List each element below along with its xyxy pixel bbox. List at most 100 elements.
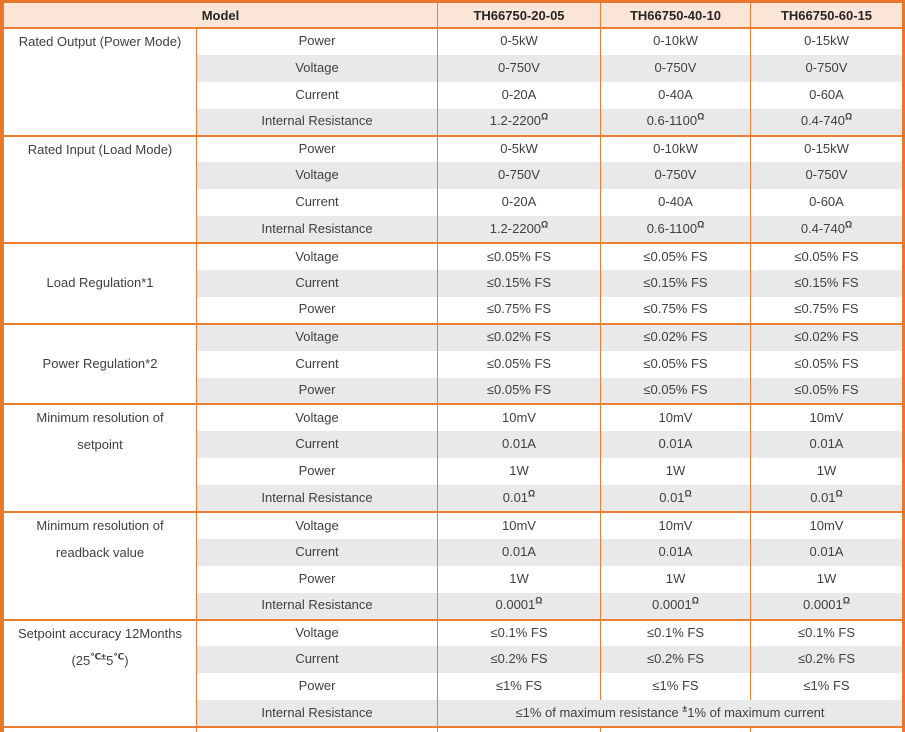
table-row: Power Regulation*2 Voltage ≤0.02% FS ≤0.02%… — [3, 322, 902, 405]
value-cell: 10mV — [750, 403, 902, 432]
category-line: Rated Input (Load Mode) — [27, 141, 173, 157]
value-cell: 0-15kW — [750, 27, 902, 55]
value-cell: 0.0001Ω — [750, 592, 902, 620]
category-line: Load Regulation*1 — [46, 275, 154, 290]
value-cell: ≤0.15% FS — [750, 270, 902, 297]
value-cell: ≤0.02% FS — [750, 322, 902, 351]
table-row: Current 0-20A 0-40A 0-60A — [4, 189, 902, 217]
value-cell: 0-750V — [437, 54, 601, 82]
value-cell: ≤1% FS — [437, 673, 601, 701]
value-cell: 10mV — [750, 511, 902, 539]
value-cell: 0.4-740Ω — [750, 108, 902, 136]
superscript-unit: Ω — [835, 488, 843, 499]
value-cell: 10mV — [600, 511, 751, 539]
value-cell: 10mV — [437, 511, 601, 539]
value-cell: 0-20A — [437, 189, 601, 217]
category-cell: Minimum resolution of readback value — [3, 511, 197, 620]
parameter-cell: Current — [196, 538, 438, 566]
category-line: Rated Output (Power Mode) — [18, 34, 182, 49]
table-row: Voltage 0-750V 0-750V 0-750V — [4, 162, 902, 190]
model-header-cell: Model — [3, 3, 438, 29]
category-line: Minimum resolution of — [36, 410, 164, 426]
table-row: Power 1W 1W 1W — [4, 565, 902, 593]
category-cell: Minimum resolution of setpoint — [3, 403, 197, 513]
parameter-cell: Power — [196, 377, 438, 405]
value-cell: 0.4-740Ω — [750, 216, 902, 244]
value-cell: 0.6-1100Ω — [600, 108, 751, 136]
value-cell: ≤0.1% FS — [600, 618, 751, 647]
superscript-unit: Ω — [697, 219, 705, 230]
value-cell: 0-750V — [600, 162, 751, 190]
value-cell: 0-750V — [437, 162, 601, 190]
table-row: Current ≤0.05% FS ≤0.05% FS ≤0.05% FS — [4, 350, 902, 378]
parameter-cell: Power — [196, 134, 438, 163]
category-line: readback value — [55, 544, 145, 560]
value-cell: 0-40A — [600, 189, 751, 217]
superscript-unit: ℃ — [113, 651, 125, 662]
table-row: Voltage 0-750V 0-750V 0-750V — [4, 54, 902, 82]
category-cell: Rated Input (Load Mode) — [3, 134, 197, 244]
value-cell: 0-15kW — [750, 134, 902, 163]
value-cell: 0.01A — [437, 538, 601, 566]
partial-cell — [437, 726, 601, 732]
parameter-cell: Voltage — [196, 403, 438, 432]
table-row: Internal Resistance 1.2-2200Ω 0.6-1100Ω 0.4… — [4, 216, 902, 244]
value-cell: ≤0.75% FS — [437, 296, 601, 324]
value-cell: 10mV — [600, 403, 751, 432]
parameter-cell: Voltage — [196, 242, 438, 271]
value-cell: 0-750V — [750, 54, 902, 82]
table-body: Rated Output (Power Mode) Power 0-5kW 0-10k… — [3, 27, 902, 732]
table-row: Internal Resistance 1.2-2200Ω 0.6-1100Ω 0.4… — [4, 108, 902, 136]
table-row: Minimum resolution of readback value Volta… — [3, 511, 902, 620]
superscript-unit: Ω — [541, 111, 549, 122]
value-cell: 0-750V — [750, 162, 902, 190]
value-cell: ≤1% FS — [750, 673, 902, 701]
parameter-cell: Internal Resistance — [196, 216, 438, 244]
superscript-unit: Ω — [541, 219, 549, 230]
value-cell: 0-5kW — [437, 134, 601, 163]
table-row: Power ≤0.05% FS ≤0.05% FS ≤0.05% FS — [4, 377, 902, 405]
value-cell: 0.01Ω — [600, 485, 751, 513]
value-cell: 0-60A — [750, 189, 902, 217]
category-cell: Setpoint accuracy 12Months (25℃±5℃) — [3, 618, 197, 728]
parameter-cell: Power — [196, 27, 438, 55]
table-row: Load Regulation*1 Voltage ≤0.05% FS ≤0.05% … — [3, 242, 902, 324]
parameter-cell: Power — [196, 673, 438, 701]
superscript-unit: Ω — [684, 488, 692, 499]
table-row: Rated Input (Load Mode) Power 0-5kW 0-10kW 0… — [3, 134, 902, 244]
category-line: setpoint — [77, 437, 123, 453]
parameter-cell: Internal Resistance — [196, 485, 438, 513]
parameter-cell: Current — [196, 431, 438, 459]
table-row: Internal Resistance 0.0001Ω 0.0001Ω 0.0001Ω — [4, 592, 902, 620]
category-cell: Rated Output (Power Mode) — [3, 27, 197, 136]
value-cell: 0-5kW — [437, 27, 601, 55]
spec-table: Model TH66750-20-05 TH66750-40-10 TH6675… — [3, 3, 902, 732]
parameter-cell: Current — [196, 270, 438, 297]
partial-cell — [196, 726, 438, 732]
category-line: Minimum resolution of — [36, 518, 164, 534]
value-cell: ≤0.05% FS — [600, 242, 751, 271]
table-row: Current 0.01A 0.01A 0.01A — [4, 431, 902, 459]
value-cell: 0.0001Ω — [437, 592, 601, 620]
superscript-unit: Ω — [535, 595, 543, 606]
parameter-cell: Voltage — [196, 162, 438, 190]
value-cell: ≤0.05% FS — [600, 350, 751, 378]
value-cell: 0-750V — [600, 54, 751, 82]
model-column-header-3: TH66750-60-15 — [750, 3, 902, 29]
table-row: Internal Resistance ≤1% of maximum resist… — [4, 700, 902, 728]
value-cell: ≤0.75% FS — [750, 296, 902, 324]
value-cell: 0-20A — [437, 81, 601, 109]
value-cell: 0.01A — [750, 431, 902, 459]
partial-cell — [3, 726, 197, 732]
superscript-unit: Ω — [691, 595, 699, 606]
parameter-cell: Internal Resistance — [196, 108, 438, 136]
value-cell: 1.2-2200Ω — [437, 108, 601, 136]
value-cell: 0.0001Ω — [600, 592, 751, 620]
value-cell: 0.6-1100Ω — [600, 216, 751, 244]
value-cell: 1W — [750, 458, 902, 486]
parameter-cell: Power — [196, 458, 438, 486]
parameter-cell: Power — [196, 565, 438, 593]
value-cell: 0-40A — [600, 81, 751, 109]
value-cell: 1.2-2200Ω — [437, 216, 601, 244]
